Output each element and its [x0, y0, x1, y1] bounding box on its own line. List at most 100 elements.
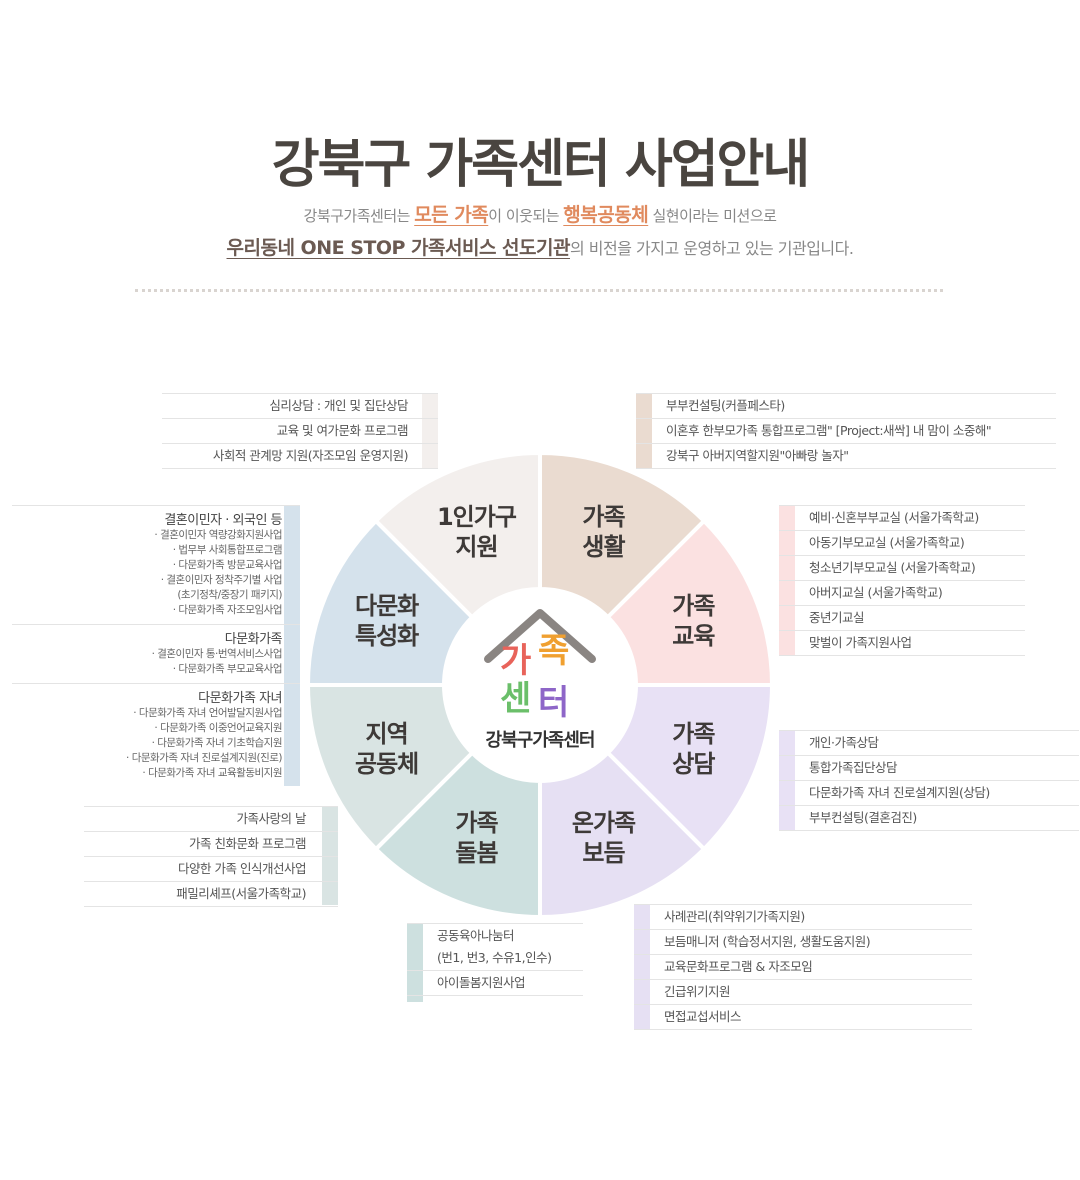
care-bar: [407, 924, 423, 1002]
multicultural-bar: [284, 506, 300, 786]
group-item: · 다문화가족 자녀 교육활동비지원: [142, 767, 282, 779]
multicultural-group: 다문화가족 자녀 · 다문화가족 자녀 언어발달지원사업 · 다문화가족 이중언…: [12, 684, 300, 787]
list-item: 심리상담 : 개인 및 집단상담: [162, 393, 438, 419]
page-title: 강북구 가족센터 사업안내: [271, 135, 810, 195]
list-item: 교육문화프로그램 & 자조모임: [634, 955, 972, 980]
segment-label-line1: 1인가구: [436, 502, 517, 531]
segment-label-line2: 돌봄: [455, 839, 498, 868]
community-box: 가족사랑의 날 가족 친화문화 프로그램 다양한 가족 인식개선사업 패밀리셰프…: [84, 806, 338, 907]
seg-family-care-label: 가족 돌봄: [411, 808, 541, 868]
logo-char-jok: 족: [538, 631, 570, 671]
segment-label-line2: 생활: [582, 532, 625, 561]
vision-line: 우리동네 ONE STOP 가족서비스 선도기관의 비전을 가지고 운영하고 있…: [0, 233, 1080, 260]
family-life-bar: [636, 394, 652, 468]
segment-label-line2: 상담: [672, 749, 715, 778]
group-head: 다문화가족 자녀: [198, 691, 282, 706]
education-box: 예비·신혼부부교실 (서울가족학교) 아동기부모교실 (서울가족학교) 청소년기…: [779, 505, 1025, 656]
seg-family-education-label: 가족 교육: [628, 591, 758, 651]
segment-label-line1: 지역: [365, 719, 409, 748]
list-item: 아버지교실 (서울가족학교): [779, 581, 1025, 606]
seg-family-counseling-label: 가족 상담: [628, 719, 758, 779]
single-bar: [422, 394, 438, 468]
segment-label-line1: 가족: [672, 719, 715, 748]
mission-highlight-1: 모든 가족: [414, 204, 489, 226]
bodeum-bar: [634, 905, 650, 1030]
list-item: 교육 및 여가문화 프로그램: [162, 419, 438, 444]
care-item-sub: (번1, 번3, 수유1,인수): [437, 950, 552, 965]
family-life-box: 부부컨설팅(커플페스타) 이혼후 한부모가족 통합프로그램" [Project:…: [636, 393, 1056, 469]
mission-pre: 강북구가족센터는: [303, 207, 415, 225]
counsel-bar: [779, 731, 795, 831]
multicultural-box: 결혼이민자 · 외국인 등 · 결혼이민자 역량강화지원사업 · 법무부 사회통…: [12, 505, 300, 787]
counsel-box: 개인·가족상담 통합가족집단상담 다문화가족 자녀 진로설계지원(상담) 부부컨…: [779, 730, 1079, 831]
group-item: · 다문화가족 자녀 언어발달지원사업: [133, 707, 282, 719]
segment-label-line1: 가족: [455, 809, 498, 838]
list-item: 다문화가족 자녀 진로설계지원(상담): [779, 781, 1079, 806]
segment-label-line1: 다문화: [355, 592, 419, 621]
group-item: · 다문화가족 자조모임사업: [172, 604, 283, 616]
group-item: · 법무부 사회통합프로그램: [172, 544, 283, 556]
group-head: 다문화가족: [224, 632, 283, 647]
list-item: 가족 친화문화 프로그램: [84, 832, 338, 857]
care-item-title: 공동육아나눔터: [437, 928, 515, 943]
segment-label-line1: 가족: [582, 502, 625, 531]
group-item: · 다문화가족 자녀 진로설계지원(진로): [126, 752, 282, 764]
segment-label-line2: 교육: [672, 622, 715, 651]
mission-line: 강북구가족센터는 모든 가족이 이웃되는 행복공동체 실현이라는 미션으로: [0, 200, 1080, 227]
segment-label-line2: 지원: [455, 532, 498, 561]
group-head: 결혼이민자 · 외국인 등: [164, 513, 282, 528]
segment-label-line1: 가족: [672, 592, 715, 621]
group-item: · 결혼이민자 정착주기별 사업: [160, 574, 283, 586]
list-item: 가족사랑의 날: [84, 806, 338, 832]
group-item: · 다문화가족 방문교육사업: [172, 559, 283, 571]
list-item: 면접교섭서비스: [634, 1005, 972, 1030]
list-item: 부부컨설팅(커플페스타): [636, 393, 1056, 419]
list-item: 아동기부모교실 (서울가족학교): [779, 531, 1025, 556]
list-item: 보듬매니저 (학습정서지원, 생활도움지원): [634, 930, 972, 955]
list-item: 부부컨설팅(결혼검진): [779, 806, 1079, 831]
vision-post: 의 비전을 가지고 운영하고 있는 기관입니다.: [569, 239, 854, 258]
care-box: 공동육아나눔터 (번1, 번3, 수유1,인수) 아이돌봄지원사업: [407, 923, 583, 996]
seg-community-label: 지역 공동체: [322, 719, 452, 779]
group-item: · 다문화가족 자녀 기초학습지원: [151, 737, 283, 749]
segment-label-line2: 특성화: [355, 622, 419, 651]
seg-multicultural-label: 다문화 특성화: [322, 591, 452, 651]
list-item: 사례관리(취약위기가족지원): [634, 904, 972, 930]
logo-char-ga: 가: [500, 641, 532, 681]
logo-char-sen: 센: [500, 679, 532, 719]
logo-char-teo: 터: [538, 683, 570, 723]
mission-post: 실현이라는 미션으로: [648, 207, 777, 225]
list-item: 예비·신혼부부교실 (서울가족학교): [779, 505, 1025, 531]
segment-label-line1: 온가족: [571, 809, 636, 838]
group-item: · 다문화가족 부모교육사업: [172, 663, 283, 675]
group-item: (초기정착/중장기 패키지): [177, 589, 282, 601]
vision-highlight: 우리동네 ONE STOP 가족서비스 선도기관: [226, 237, 571, 259]
seg-single-household-label: 1인가구 지원: [411, 502, 541, 562]
education-bar: [779, 506, 795, 656]
list-item: 패밀리셰프(서울가족학교): [84, 882, 338, 907]
list-item: 맞벌이 가족지원사업: [779, 631, 1025, 656]
mission-mid: 이 이웃되는: [488, 207, 564, 225]
single-box: 심리상담 : 개인 및 집단상담 교육 및 여가문화 프로그램 사회적 관계망 …: [162, 393, 438, 469]
roof-icon: [484, 609, 596, 663]
segment-label-line2: 공동체: [355, 749, 419, 778]
multicultural-group: 결혼이민자 · 외국인 등 · 결혼이민자 역량강화지원사업 · 법무부 사회통…: [12, 505, 300, 625]
seg-ongajok-bodeum-label: 온가족 보듬: [539, 808, 669, 868]
seg-family-life-label: 가족 생활: [539, 502, 669, 562]
group-item: · 결혼이민자 통·번역서비스사업: [151, 648, 283, 660]
dotted-divider: [135, 289, 943, 292]
list-item: 중년기교실: [779, 606, 1025, 631]
group-item: · 다문화가족 이중언어교육지원: [154, 722, 282, 734]
list-item: 다양한 가족 인식개선사업: [84, 857, 338, 882]
group-item: · 결혼이민자 역량강화지원사업: [154, 529, 282, 541]
logo-caption: 강북구가족센터: [485, 730, 596, 751]
list-item: 청소년기부모교실 (서울가족학교): [779, 556, 1025, 581]
list-item: 강북구 아버지역할지원"아빠랑 놀자": [636, 444, 1056, 469]
list-item: 이혼후 한부모가족 통합프로그램" [Project:새싹] 내 맘이 소중해": [636, 419, 1056, 444]
mission-highlight-2: 행복공동체: [563, 204, 649, 226]
list-item: 사회적 관계망 지원(자조모임 운영지원): [162, 444, 438, 469]
multicultural-group: 다문화가족 · 결혼이민자 통·번역서비스사업 · 다문화가족 부모교육사업: [12, 625, 300, 684]
bodeum-box: 사례관리(취약위기가족지원) 보듬매니저 (학습정서지원, 생활도움지원) 교육…: [634, 904, 972, 1030]
segment-label-line2: 보듬: [582, 839, 625, 868]
